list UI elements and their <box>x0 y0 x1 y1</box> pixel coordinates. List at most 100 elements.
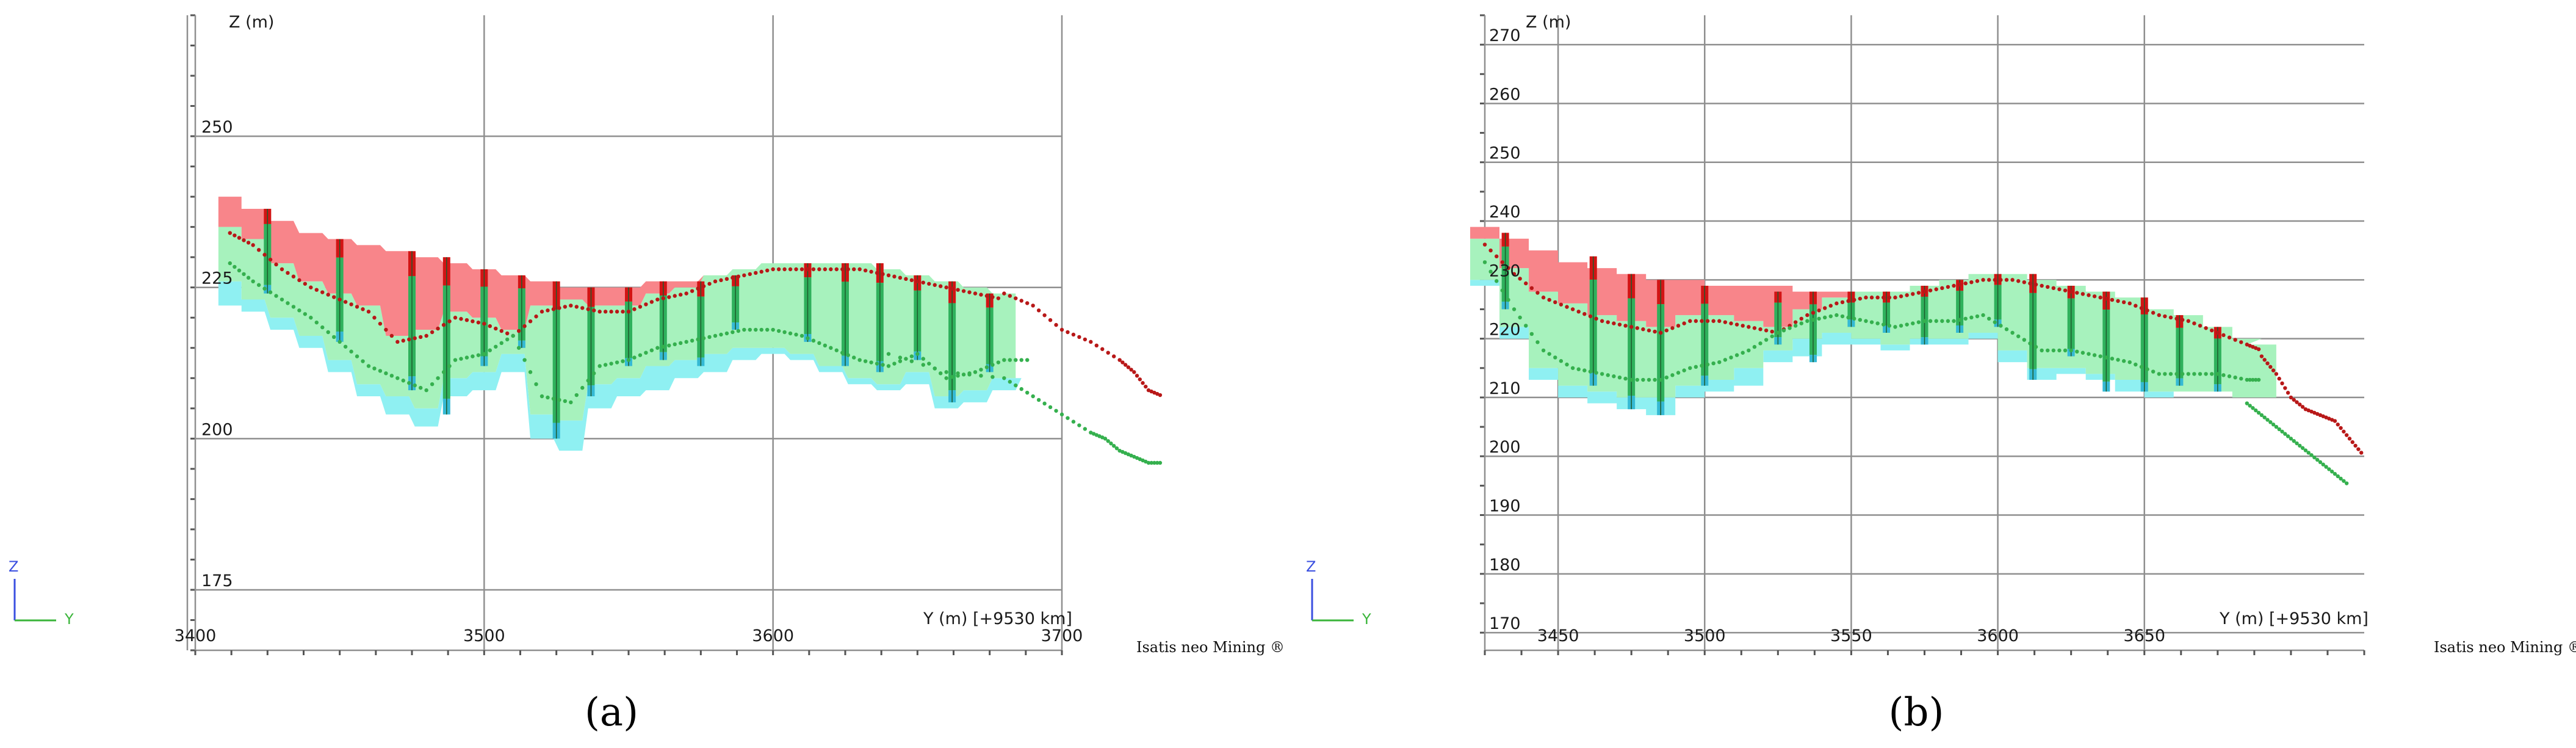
panel-b-contact-green-dot <box>2139 365 2144 369</box>
panel-b-contact-green-dot <box>1717 360 1722 365</box>
panel-a-contact-red-dot <box>436 326 440 331</box>
panel-b-contact-red-dot <box>1664 328 1669 333</box>
panel-b-contact-red-dot <box>1793 320 1798 324</box>
panel-a-contact-red-dot <box>673 294 677 298</box>
panel-a-contact-red-dot <box>973 291 978 296</box>
panel-a-topo-red-dot <box>1138 377 1142 382</box>
panel-a-contact-green-dot <box>748 327 752 332</box>
panel-b-contact-red-dot <box>2022 280 2027 285</box>
panel-a-contact-red-dot <box>939 284 943 288</box>
panel-b-contact-red-dot <box>1928 288 1933 292</box>
panel-b-topo-red-dot <box>2259 354 2264 358</box>
panel-b-topo-red-dot <box>2350 440 2354 445</box>
panel-b-topo-red-dot <box>2262 358 2267 362</box>
panel-a-topo-red-dot <box>1071 332 1076 337</box>
panel-a-contact-red-dot <box>892 274 897 279</box>
panel-a-contact-green-dot <box>274 294 278 298</box>
panel-b-contact-green-dot <box>1993 320 1997 324</box>
panel-b-drillhole-1 <box>1589 256 1597 386</box>
panel-a-contact-red-dot <box>984 294 989 298</box>
panel-a-topo-green-dot <box>898 355 903 360</box>
panel-a-contact-green-dot <box>765 327 770 332</box>
panel-a-contact-red-dot <box>875 271 879 275</box>
panel-a-topo-red-dot <box>1059 327 1064 332</box>
panel-a-contact-green-dot <box>291 305 296 309</box>
panel-b-contact-green-dot <box>1711 361 1716 366</box>
panel-b-contact-green-dot <box>1688 366 1692 370</box>
panel-a-contact-green-dot <box>724 331 729 336</box>
panel-a-contact-red-dot <box>488 324 492 329</box>
panel-b-contact-red-dot <box>1711 319 1716 323</box>
panel-a-contact-green-dot <box>430 382 435 387</box>
panel-b-contact-red-dot <box>2174 316 2179 321</box>
panel-a-contact-green-dot <box>471 354 475 358</box>
panel-a-topo-green-dot <box>1106 439 1110 443</box>
panel-a-y-tick-label-0: 175 <box>201 572 233 590</box>
panel-a-topo-green-dot <box>1008 380 1012 384</box>
panel-a-y-tick-label-1: 200 <box>201 420 233 439</box>
panel-a-contact-red-dot <box>817 267 821 272</box>
panel-b-contact-red-dot <box>1688 319 1692 323</box>
panel-a-contact-green-dot <box>366 364 371 368</box>
panel-a-waste-zone <box>218 227 1016 421</box>
panel-b-contact-red-dot <box>2151 311 2156 315</box>
panel-a-topo-red-dot <box>1144 384 1148 389</box>
panel-b-contact-green-dot <box>1858 318 1863 322</box>
panel-b-contact-green-dot <box>1869 320 1874 324</box>
panel-b-topo-green-dot <box>2312 455 2317 460</box>
panel-b-contact-green-dot <box>1916 320 1921 324</box>
panel-b-topo-green-dot <box>2271 423 2276 427</box>
panel-a-contact-green-dot <box>482 352 486 356</box>
panel-b-contact-green-dot <box>2254 377 2258 382</box>
panel-a-contact-green-dot <box>673 342 677 347</box>
panel-b-contact-red-dot <box>1811 311 1816 315</box>
panel-a-topo-red-dot <box>1126 365 1131 369</box>
panel-b-contact-red-dot <box>1875 296 1880 300</box>
panel-b-contact-green-dot <box>2087 352 2091 356</box>
panel-a-contact-green-dot <box>378 369 383 373</box>
panel-a-drillhole-8 <box>625 287 632 366</box>
panel-b-topo-red-dot <box>2268 365 2273 369</box>
panel-a-contact-red-dot <box>615 310 619 314</box>
panel-b-contact-red-dot <box>2004 278 2009 282</box>
panel-b-contact-red-dot <box>1999 278 2003 282</box>
panel-b-contact-red-dot <box>1482 242 1487 247</box>
panel-a-contact-red-dot <box>459 317 463 321</box>
panel-b-contact-red-dot <box>1993 278 1997 282</box>
panel-a-y-tick-label-3: 250 <box>201 118 233 137</box>
panel-b-topo-red-dot <box>2298 402 2302 407</box>
panel-a-topo-red-dot <box>1120 360 1125 365</box>
panel-a-orient-y-label: Y <box>64 611 74 628</box>
panel-a-contact-red-dot <box>563 305 568 309</box>
panel-a-contact-green-dot <box>731 330 735 335</box>
panel-b-contact-green-dot <box>1817 316 1821 321</box>
panel-b-contact-red-dot <box>2233 338 2237 342</box>
panel-a-contact-green-dot <box>655 346 660 350</box>
panel-b-orientation-axes: Z Y <box>1306 558 1371 628</box>
panel-a-contact-green-dot <box>667 343 671 347</box>
panel-b-contact-red-dot <box>2033 282 2038 287</box>
panel-a-contact-green-dot <box>823 343 828 347</box>
panel-b-contact-green-dot <box>1682 368 1686 372</box>
panel-b-topo-red-dot <box>2265 361 2270 366</box>
panel-a-contact-green-dot <box>644 350 648 355</box>
panel-b-contact-green-dot <box>2046 348 2050 353</box>
panel-b-contact-red-dot <box>1922 289 1927 294</box>
panel-a-orient-z-label: Z <box>9 558 18 575</box>
panel-a-topo-green-dot <box>1071 419 1076 424</box>
panel-a-contact-red-dot <box>638 305 643 309</box>
panel-a-contact-red-dot <box>886 273 891 278</box>
panel-b-contact-green-dot <box>1946 319 1950 323</box>
panel-a-contact-green-dot <box>563 399 568 404</box>
panel-a-contact-green-dot <box>984 365 989 369</box>
panel-b-contact-red-dot <box>1852 297 1856 302</box>
panel-b-contact-red-dot <box>2145 308 2149 313</box>
panel-b-contact-green-dot <box>1600 372 1604 376</box>
panel-b-contact-green-dot <box>2163 372 2167 376</box>
panel-b-contact-green-dot <box>2233 375 2237 380</box>
panel-b-contact-red-dot <box>2192 321 2196 325</box>
panel-a-contact-red-dot <box>759 269 763 274</box>
panel-b-contact-red-dot <box>1524 281 1528 286</box>
panel-a-contact-red-dot <box>967 290 972 294</box>
panel-a-contact-green-dot <box>661 344 666 349</box>
